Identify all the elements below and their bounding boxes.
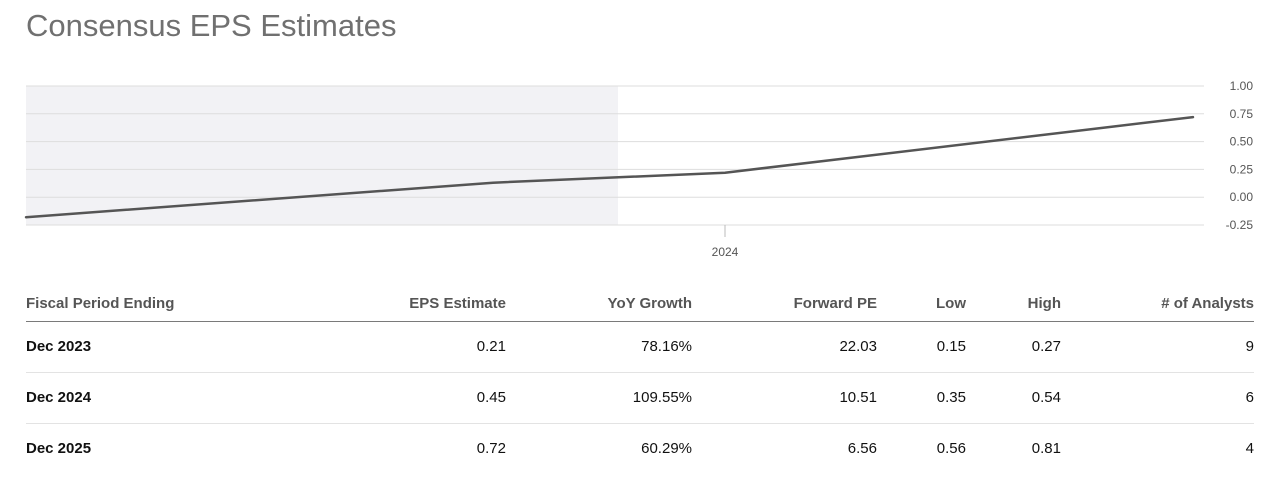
header-fiscal-period[interactable]: Fiscal Period Ending [26, 287, 331, 322]
y-tick-label: 1.00 [1230, 79, 1254, 93]
cell-eps-estimate: 0.72 [476, 440, 506, 458]
x-tick-label: 2024 [712, 245, 739, 259]
grid-layer [26, 85, 1204, 226]
cell-eps-estimate: 0.45 [331, 372, 506, 424]
cell-period: Dec 2025 [26, 440, 92, 458]
cell-num-analysts: 9 [1061, 321, 1254, 373]
table-row: Dec 2023 0.21 78.16% 22.03 0.15 0.27 9 [26, 321, 1254, 373]
cell-eps-estimate: 0.21 [331, 321, 506, 373]
header-eps-estimate[interactable]: EPS Estimate [331, 287, 506, 322]
cell-num-analysts: 6 [1061, 372, 1254, 424]
actual-period-shade [26, 86, 618, 225]
y-tick-label: 0.75 [1230, 107, 1254, 121]
cell-yoy-growth: 60.29% [641, 440, 692, 458]
cell-high: 0.54 [966, 372, 1061, 424]
cell-low: 0.35 [877, 372, 966, 424]
cell-num-analysts: 4 [1245, 440, 1254, 458]
cell-high: 0.81 [1031, 440, 1061, 458]
actual-period-shade-layer [26, 86, 618, 225]
cell-high: 0.27 [966, 321, 1061, 373]
cell-forward-pe: 6.56 [847, 440, 877, 458]
y-tick-label: -0.25 [1226, 218, 1254, 232]
header-low[interactable]: Low [877, 287, 966, 322]
table-row: Dec 2025 0.72 60.29% 6.56 0.56 0.81 4 [26, 423, 1254, 474]
table-header-row: Fiscal Period Ending EPS Estimate YoY Gr… [26, 287, 1254, 322]
eps-series-line [24, 115, 1195, 219]
cell-yoy-growth: 78.16% [506, 321, 692, 373]
eps-line-chart: 1.00 0.75 0.50 0.25 0.00 -0.25 2024 [24, 79, 1254, 259]
table-row: Dec 2024 0.45 109.55% 10.51 0.35 0.54 6 [26, 372, 1254, 424]
header-yoy-growth[interactable]: YoY Growth [506, 287, 692, 322]
header-forward-pe[interactable]: Forward PE [692, 287, 877, 322]
cell-low: 0.56 [936, 440, 966, 458]
eps-table: Fiscal Period Ending EPS Estimate YoY Gr… [26, 287, 1254, 474]
page-title: Consensus EPS Estimates [26, 8, 397, 43]
y-tick-label: 0.25 [1230, 162, 1254, 176]
x-axis-ticks: 2024 [712, 225, 739, 259]
cell-period: Dec 2023 [26, 321, 331, 373]
header-high[interactable]: High [966, 287, 1061, 322]
y-axis-ticks: 1.00 0.75 0.50 0.25 0.00 -0.25 [1226, 79, 1254, 232]
cell-yoy-growth: 109.55% [506, 372, 692, 424]
cell-forward-pe: 10.51 [692, 372, 877, 424]
cell-forward-pe: 22.03 [692, 321, 877, 373]
y-tick-label: 0.00 [1230, 190, 1254, 204]
series-layer [24, 115, 1195, 219]
y-tick-label: 0.50 [1230, 135, 1254, 149]
cell-period: Dec 2024 [26, 372, 331, 424]
cell-low: 0.15 [877, 321, 966, 373]
header-num-analysts[interactable]: # of Analysts [1061, 287, 1254, 322]
